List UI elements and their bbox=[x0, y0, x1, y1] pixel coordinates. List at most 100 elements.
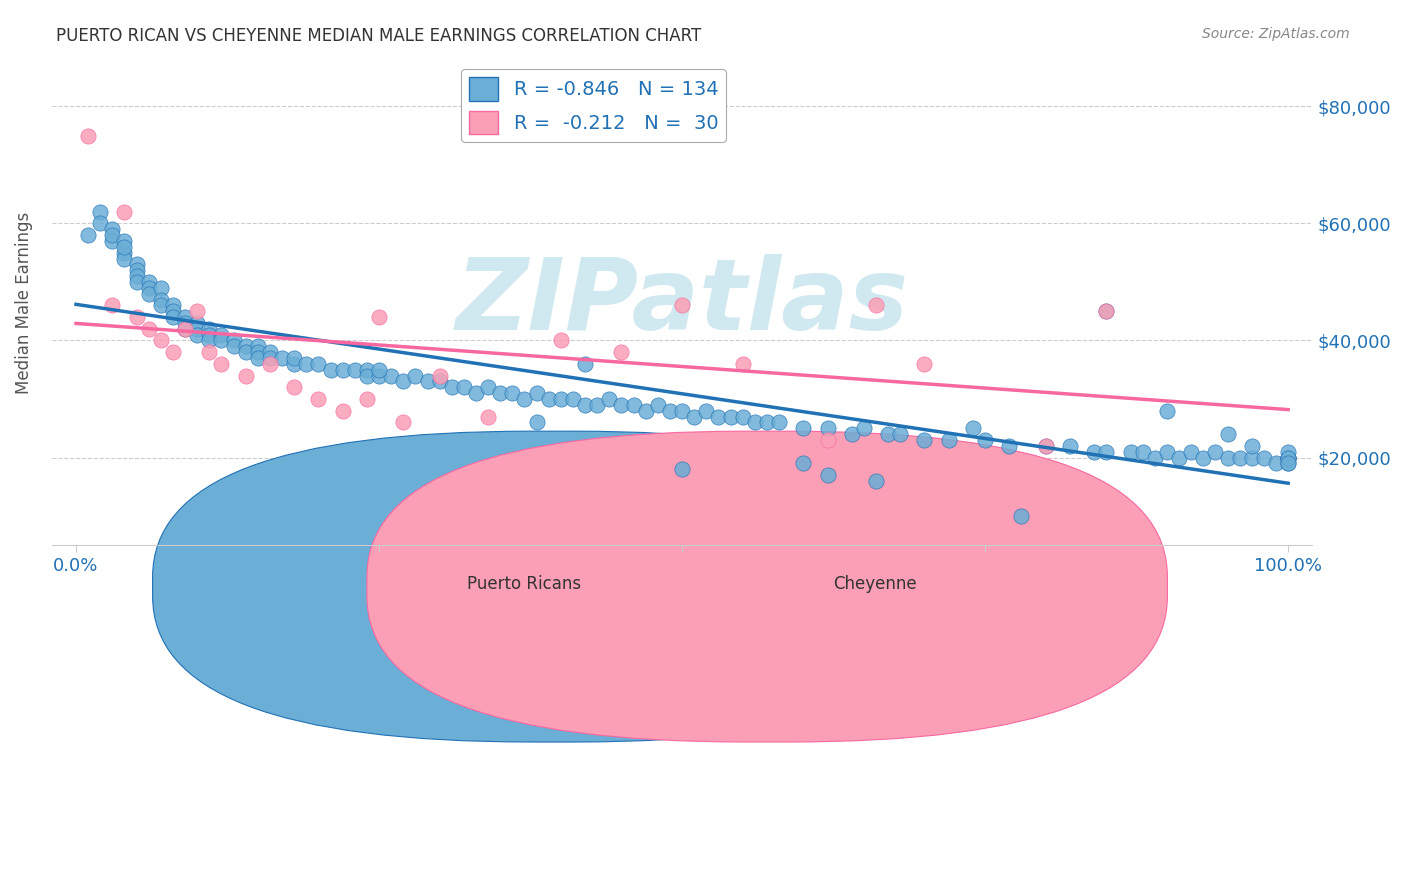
Point bbox=[246, 351, 269, 365]
Point bbox=[77, 128, 100, 143]
Point bbox=[598, 392, 620, 406]
Point bbox=[477, 409, 499, 424]
Point bbox=[550, 334, 572, 348]
Point bbox=[1095, 304, 1118, 318]
Point bbox=[501, 386, 523, 401]
Point bbox=[1240, 439, 1263, 453]
Point bbox=[792, 456, 814, 470]
Point bbox=[295, 357, 318, 371]
Point bbox=[744, 416, 766, 430]
Point bbox=[174, 310, 197, 324]
Point bbox=[817, 421, 839, 435]
Point bbox=[1011, 509, 1033, 524]
Point bbox=[307, 357, 329, 371]
Point bbox=[1035, 439, 1057, 453]
Text: ZIPatlas: ZIPatlas bbox=[456, 254, 908, 351]
Text: Puerto Ricans: Puerto Ricans bbox=[467, 575, 581, 593]
Point bbox=[526, 386, 548, 401]
Point bbox=[186, 316, 208, 330]
Point bbox=[1168, 450, 1191, 465]
Point bbox=[562, 392, 585, 406]
Point bbox=[368, 368, 391, 383]
Point bbox=[125, 257, 148, 271]
Point bbox=[865, 474, 887, 488]
Point bbox=[149, 293, 172, 307]
Point bbox=[77, 228, 100, 243]
Point bbox=[429, 375, 451, 389]
Point bbox=[914, 433, 936, 447]
Point bbox=[440, 380, 463, 394]
Point bbox=[125, 310, 148, 324]
Point bbox=[211, 334, 233, 348]
Point bbox=[259, 357, 281, 371]
Point bbox=[343, 363, 366, 377]
Point bbox=[1265, 456, 1288, 470]
Point bbox=[114, 252, 136, 266]
Point bbox=[695, 403, 717, 417]
Point bbox=[235, 368, 257, 383]
Point bbox=[658, 403, 681, 417]
Y-axis label: Median Male Earnings: Median Male Earnings bbox=[15, 211, 32, 393]
Point bbox=[149, 334, 172, 348]
Point bbox=[1156, 444, 1178, 458]
Point bbox=[817, 433, 839, 447]
Text: PUERTO RICAN VS CHEYENNE MEDIAN MALE EARNINGS CORRELATION CHART: PUERTO RICAN VS CHEYENNE MEDIAN MALE EAR… bbox=[56, 27, 702, 45]
Point bbox=[174, 322, 197, 336]
Point bbox=[114, 245, 136, 260]
Point bbox=[1180, 444, 1202, 458]
Point bbox=[1277, 456, 1299, 470]
Point bbox=[998, 439, 1021, 453]
Legend: R = -0.846   N = 134, R =  -0.212   N =  30: R = -0.846 N = 134, R = -0.212 N = 30 bbox=[461, 70, 727, 142]
Point bbox=[1277, 444, 1299, 458]
Point bbox=[283, 351, 305, 365]
Point bbox=[259, 345, 281, 359]
Point bbox=[198, 345, 221, 359]
Point bbox=[198, 327, 221, 342]
Point bbox=[1083, 444, 1105, 458]
Point bbox=[1229, 450, 1251, 465]
Point bbox=[162, 345, 184, 359]
Point bbox=[465, 386, 488, 401]
Point bbox=[211, 357, 233, 371]
Point bbox=[634, 403, 657, 417]
Point bbox=[138, 281, 160, 295]
Point bbox=[198, 334, 221, 348]
Point bbox=[356, 392, 378, 406]
Point bbox=[489, 386, 512, 401]
Point bbox=[792, 421, 814, 435]
Point bbox=[162, 310, 184, 324]
Point bbox=[574, 357, 596, 371]
Point bbox=[138, 322, 160, 336]
FancyBboxPatch shape bbox=[153, 431, 953, 742]
Point bbox=[1277, 456, 1299, 470]
Point bbox=[186, 304, 208, 318]
Point bbox=[271, 351, 294, 365]
Point bbox=[125, 269, 148, 284]
Point bbox=[841, 427, 863, 442]
Point bbox=[186, 322, 208, 336]
Point bbox=[368, 363, 391, 377]
Point bbox=[392, 416, 415, 430]
Point bbox=[125, 275, 148, 289]
Point bbox=[246, 339, 269, 353]
Point bbox=[1119, 444, 1142, 458]
Point bbox=[707, 409, 730, 424]
Point bbox=[877, 427, 900, 442]
Text: Source: ZipAtlas.com: Source: ZipAtlas.com bbox=[1202, 27, 1350, 41]
Point bbox=[138, 286, 160, 301]
Point bbox=[623, 398, 645, 412]
Point bbox=[319, 363, 342, 377]
Point bbox=[671, 403, 693, 417]
Point bbox=[671, 298, 693, 312]
Point bbox=[962, 421, 984, 435]
Point bbox=[1216, 450, 1239, 465]
Point bbox=[755, 416, 778, 430]
Point bbox=[89, 217, 111, 231]
Point bbox=[1095, 304, 1118, 318]
Point bbox=[114, 204, 136, 219]
Point bbox=[101, 234, 124, 248]
Point bbox=[526, 416, 548, 430]
Point bbox=[938, 433, 960, 447]
Point bbox=[246, 345, 269, 359]
Point bbox=[283, 357, 305, 371]
